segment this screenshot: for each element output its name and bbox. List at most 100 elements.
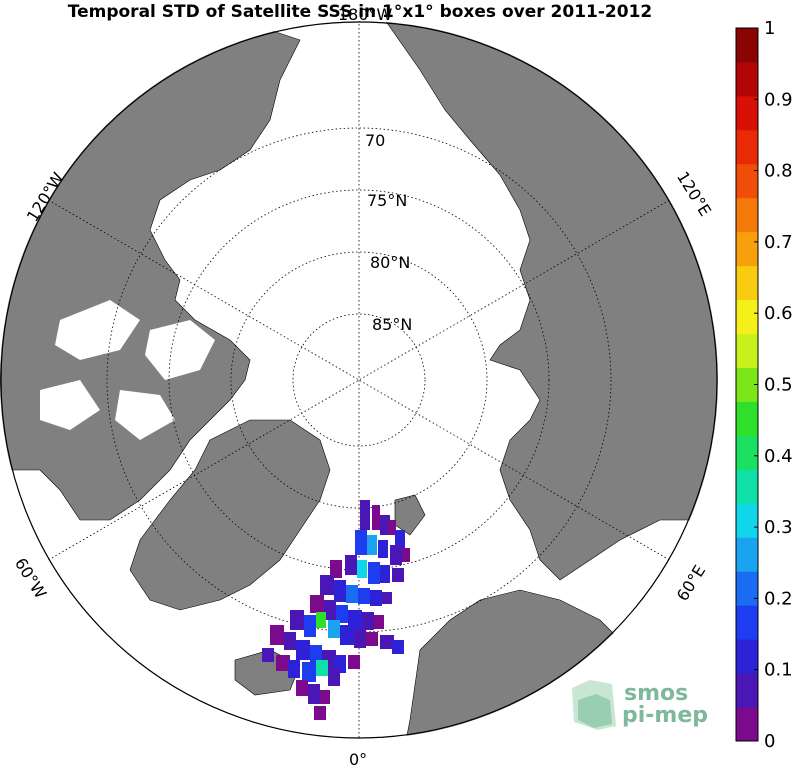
colorbar-segment	[736, 605, 758, 640]
sss-std-cell	[296, 680, 308, 696]
lat-label-80: 80°N	[370, 253, 410, 272]
colorbar-tick-label: 0.1	[764, 660, 793, 681]
colorbar-segment	[736, 95, 758, 131]
sss-std-cell	[368, 562, 380, 584]
sss-std-cell	[355, 530, 367, 555]
colorbar-tick-label: 0.7	[764, 232, 793, 253]
sss-std-cell	[308, 684, 320, 704]
sss-std-cell	[310, 595, 324, 613]
sss-std-cell	[284, 632, 296, 650]
sss-std-cell	[360, 500, 370, 530]
sss-std-cell	[340, 625, 354, 645]
sss-std-cell	[357, 560, 367, 578]
colorbar-tick-label: 0.2	[764, 588, 793, 609]
sss-std-cell	[346, 585, 358, 603]
lat-label-70: 70	[365, 131, 385, 150]
colorbar-tick-label: 0.3	[764, 517, 793, 538]
colorbar-tick-label: 1	[764, 18, 775, 39]
colorbar-tick-label: 0.9	[764, 89, 793, 110]
sss-std-cell	[382, 592, 392, 604]
sss-std-cell	[367, 535, 377, 555]
sss-std-cell	[324, 600, 336, 620]
colorbar-segment	[736, 61, 758, 97]
sss-std-cell	[380, 635, 394, 649]
sss-std-cell	[320, 575, 334, 595]
sss-std-cell	[316, 660, 328, 676]
lon-label-120e: 120°E	[673, 168, 715, 219]
sss-std-cell	[288, 660, 300, 678]
colorbar-segment	[736, 333, 758, 369]
colorbar-segment	[736, 28, 758, 63]
colorbar-segment	[736, 231, 758, 267]
colorbar-segment	[736, 435, 758, 470]
sss-std-cell	[390, 545, 402, 565]
colorbar-segment	[736, 571, 758, 606]
lon-label-180w: 180°W	[338, 5, 393, 24]
colorbar-tick-label: 0.8	[764, 161, 793, 182]
map-title: Temporal STD of Satellite SSS in 1°x1° b…	[67, 2, 653, 22]
sss-std-cell	[276, 655, 290, 671]
colorbar-segment	[736, 537, 758, 572]
colorbar-segment	[736, 503, 758, 538]
colorbar-segment	[736, 197, 758, 233]
lon-label-0: 0°	[349, 750, 367, 769]
sss-std-cell	[302, 662, 316, 682]
sss-std-cell	[354, 630, 366, 648]
colorbar-segment	[736, 265, 758, 301]
colorbar-tick-label: 0.6	[764, 303, 793, 324]
lat-label-85: 85°N	[372, 315, 412, 334]
land-greenland	[129, 419, 331, 611]
colorbar-ticks: 0 0.1 0.2 0.3 0.4 0.5 0.6 0.7 0.8 0.9 1	[754, 18, 793, 752]
colorbar-segment	[736, 299, 758, 335]
sss-std-cell	[330, 560, 342, 578]
sss-std-cell	[380, 565, 390, 583]
sss-std-cell	[296, 640, 310, 660]
logo-line1: smos	[624, 681, 688, 706]
sss-std-cell	[392, 640, 404, 654]
colorbar-segment	[736, 163, 758, 199]
sss-std-cell	[316, 612, 326, 628]
sss-std-cell	[348, 655, 360, 669]
sss-std-cell	[345, 555, 357, 575]
sss-std-cell	[395, 530, 405, 550]
sss-std-cells	[262, 500, 410, 720]
colorbar-tick-label: 0	[764, 731, 775, 752]
colorbar-segment	[736, 673, 758, 708]
sss-std-cell	[374, 615, 384, 629]
sss-std-cell	[358, 588, 370, 604]
colorbar-segment	[736, 469, 758, 504]
graticule	[0, 21, 718, 739]
sss-std-cell	[336, 605, 348, 623]
sss-std-cell	[328, 620, 340, 638]
sss-std-cell	[370, 590, 382, 606]
sss-std-cell	[392, 568, 404, 582]
sss-std-cell	[378, 540, 388, 558]
colorbar-tick-label: 0.4	[764, 446, 793, 467]
colorbar-segment	[736, 639, 758, 674]
sss-std-cell	[362, 612, 374, 630]
colorbar-segment	[736, 367, 758, 402]
sss-std-cell	[320, 690, 330, 704]
colorbar-segment	[736, 707, 758, 742]
sss-std-cell	[304, 615, 316, 637]
logo-line2: pi-mep	[622, 703, 708, 728]
colorbar-segment	[736, 401, 758, 436]
sss-std-cell	[366, 632, 378, 646]
sss-std-cell	[270, 625, 284, 645]
colorbar-tick-label: 0.5	[764, 375, 793, 396]
sss-std-cell	[380, 515, 390, 535]
sss-std-cell	[388, 520, 396, 535]
sss-std-cell	[372, 505, 380, 530]
sss-std-cell	[328, 668, 340, 686]
sss-std-cell	[262, 648, 274, 662]
sss-std-cell	[402, 548, 410, 562]
sss-std-cell	[290, 610, 304, 630]
lat-label-75: 75°N	[367, 191, 407, 210]
lon-label-60w: 60°W	[11, 554, 51, 602]
sss-std-cell	[314, 706, 326, 720]
sss-std-cell	[310, 645, 322, 663]
map-boundary	[0, 21, 718, 739]
colorbar-segment	[736, 129, 758, 165]
smos-pimep-logo: smos pi-mep	[572, 680, 708, 730]
